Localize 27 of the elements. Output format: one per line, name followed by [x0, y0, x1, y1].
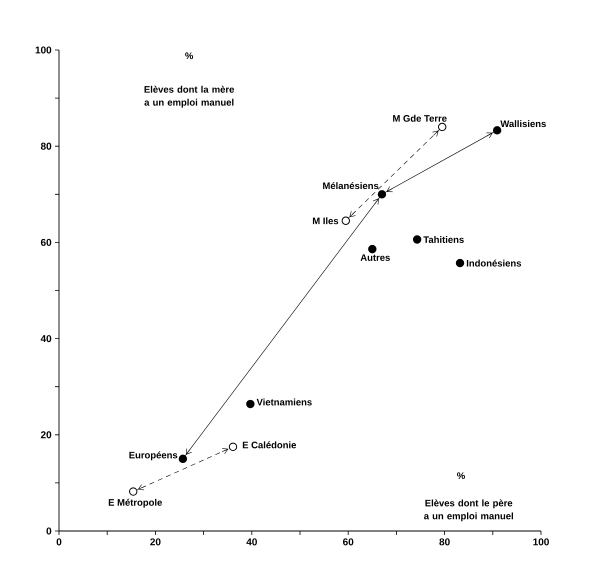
annotation: Tahitiens	[423, 236, 464, 243]
annotation: Autres	[360, 254, 390, 261]
y-tick-label: 40	[40, 335, 52, 342]
y-tick-label: 0	[46, 527, 52, 535]
annotation: Indonésiens	[466, 260, 522, 267]
y-axis-title: Elèves dont la mère a un emploi manuel	[144, 86, 234, 108]
x-tick-label: 20	[150, 538, 161, 546]
annotation: M Gde Terre	[393, 114, 447, 122]
y-tick-label: 80	[40, 142, 52, 150]
x-tick-label: 60	[343, 538, 354, 546]
x-tick-label: 0	[56, 538, 62, 546]
y-tick-label: 20	[40, 431, 52, 438]
annotation: %	[457, 472, 465, 480]
annotation: %	[185, 52, 194, 60]
annotation: Wallisiens	[500, 120, 546, 128]
x-tick-label: 100	[533, 538, 549, 546]
x-axis-title: Elèves dont le père a un emploi manuel	[424, 499, 513, 522]
annotation: Vietnamiens	[256, 398, 312, 406]
annotation: Européens	[129, 451, 178, 460]
x-tick-label: 80	[439, 538, 450, 546]
annotation: E Calédonie	[242, 441, 296, 448]
x-tick-label: 40	[246, 538, 257, 546]
annotation: E Métropole	[108, 498, 162, 508]
annotation: Mélanésiens	[323, 182, 378, 190]
annotation: M Iles	[312, 217, 338, 224]
y-tick-label: 100	[36, 46, 52, 54]
y-tick-label: 60	[40, 238, 52, 246]
